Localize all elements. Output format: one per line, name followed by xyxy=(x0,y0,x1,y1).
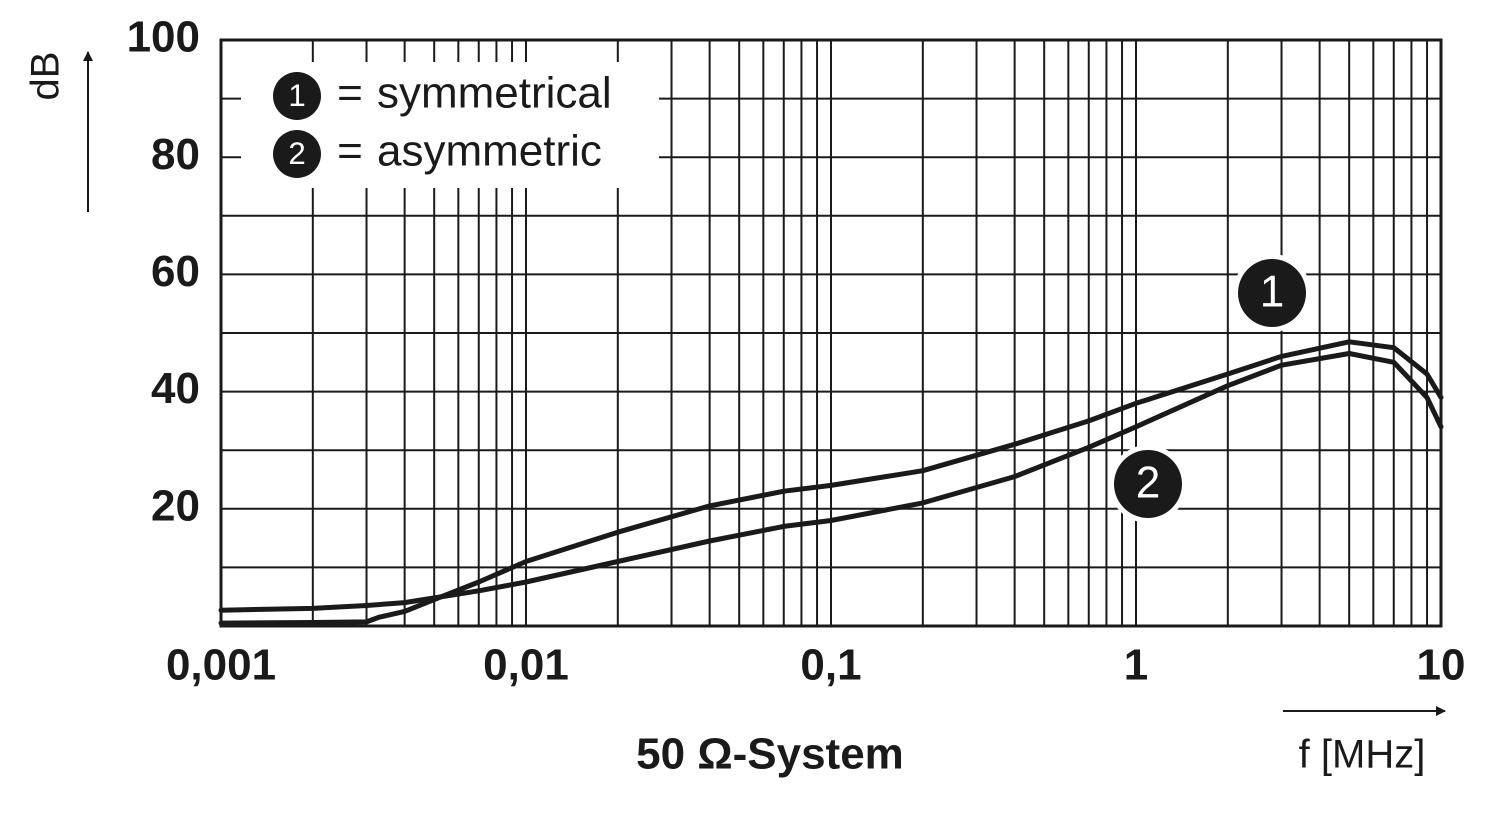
legend-badge-text: 2 xyxy=(288,136,305,171)
curve-badge-text: 2 xyxy=(1136,459,1161,508)
y-axis-label: dB xyxy=(24,52,68,101)
series-line xyxy=(218,339,1444,626)
x-tick-label: 10 xyxy=(1417,641,1466,690)
y-tick-label: 100 xyxy=(127,13,200,62)
y-tick-label: 20 xyxy=(151,481,200,530)
legend-badge xyxy=(273,72,321,120)
plot: 1 2 1 2 xyxy=(218,72,1444,626)
x-tick-label: 1 xyxy=(1124,641,1148,690)
legend-separator: = xyxy=(337,127,363,176)
x-tick-label: 0,001 xyxy=(166,641,276,690)
legend-label: asymmetric xyxy=(377,127,602,176)
x-axis-label: f [MHz] xyxy=(1299,733,1426,777)
x-tick-label: 0,1 xyxy=(800,641,861,690)
legend-badge-text: 1 xyxy=(288,78,305,113)
plot-border xyxy=(219,38,1443,628)
legend-badge xyxy=(273,130,321,178)
curve-badge-text: 1 xyxy=(1260,268,1285,317)
y-tick-label: 40 xyxy=(151,364,200,413)
legend-label: symmetrical xyxy=(377,69,612,118)
series-line xyxy=(218,351,1444,613)
y-tick-label: 60 xyxy=(151,247,200,296)
subtitle: 50 Ω-System xyxy=(636,730,904,779)
x-tick-label: 0,01 xyxy=(483,641,569,690)
curve-badge xyxy=(1238,259,1306,327)
legend-separator: = xyxy=(337,69,363,118)
curve-badge xyxy=(1114,450,1182,518)
y-tick-label: 80 xyxy=(151,130,200,179)
